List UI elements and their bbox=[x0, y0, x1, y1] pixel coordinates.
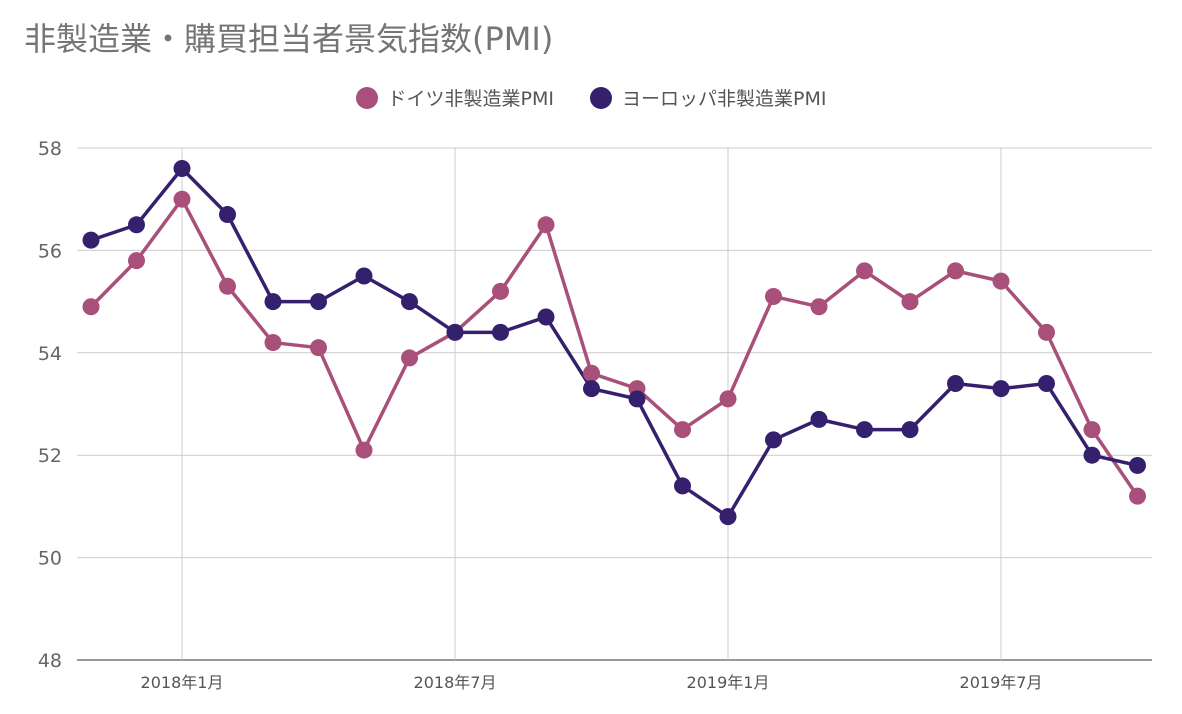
data-point-europe bbox=[856, 421, 873, 439]
y-tick-label: 50 bbox=[38, 548, 62, 570]
data-point-europe bbox=[537, 308, 555, 326]
data-point-germany bbox=[128, 252, 145, 270]
data-point-germany bbox=[947, 262, 964, 280]
y-tick-label: 52 bbox=[38, 445, 62, 467]
legend-item-germany: ドイツ非製造業PMI bbox=[355, 84, 554, 111]
data-point-germany bbox=[765, 287, 782, 305]
legend: ドイツ非製造業PMI ヨーロッパ非製造業PMI bbox=[0, 84, 1182, 111]
data-point-germany bbox=[1129, 487, 1146, 505]
data-point-germany bbox=[856, 262, 873, 280]
data-point-europe bbox=[583, 380, 600, 398]
data-point-europe bbox=[901, 421, 919, 439]
data-point-europe bbox=[82, 231, 100, 249]
data-point-europe bbox=[674, 477, 691, 495]
x-tick-label: 2018年7月 bbox=[414, 673, 497, 692]
data-point-germany bbox=[901, 293, 919, 311]
data-point-germany bbox=[719, 390, 737, 408]
legend-label-germany: ドイツ非製造業PMI bbox=[387, 88, 554, 110]
y-tick-label: 58 bbox=[38, 138, 62, 160]
data-point-europe bbox=[1129, 456, 1146, 474]
legend-item-europe: ヨーロッパ非製造業PMI bbox=[590, 84, 826, 111]
data-point-germany bbox=[355, 441, 373, 459]
data-point-europe bbox=[492, 323, 509, 341]
data-point-germany bbox=[810, 298, 828, 316]
data-point-germany bbox=[310, 339, 327, 357]
x-tick-label: 2019年1月 bbox=[687, 673, 770, 692]
y-tick-label: 56 bbox=[38, 240, 62, 262]
legend-marker-germany bbox=[355, 86, 378, 109]
data-point-europe bbox=[1083, 446, 1101, 464]
data-point-germany bbox=[219, 277, 236, 295]
y-tick-label: 54 bbox=[38, 343, 62, 365]
data-point-germany bbox=[264, 334, 282, 352]
data-point-europe bbox=[355, 267, 373, 285]
data-point-germany bbox=[537, 216, 555, 234]
data-point-europe bbox=[1038, 375, 1055, 393]
data-point-germany bbox=[583, 364, 600, 382]
data-point-europe bbox=[947, 375, 964, 393]
data-point-europe bbox=[173, 159, 191, 177]
data-point-germany bbox=[492, 282, 509, 300]
data-point-europe bbox=[719, 508, 737, 526]
data-point-europe bbox=[628, 390, 646, 408]
data-point-germany bbox=[1038, 323, 1055, 341]
data-point-europe bbox=[264, 293, 282, 311]
data-point-europe bbox=[401, 293, 418, 311]
data-point-germany bbox=[674, 421, 691, 439]
data-point-germany bbox=[173, 190, 191, 208]
legend-marker-europe bbox=[590, 86, 612, 109]
x-tick-label: 2019年7月 bbox=[960, 673, 1043, 692]
x-tick-label: 2018年1月 bbox=[141, 673, 224, 692]
y-tick-label: 48 bbox=[38, 650, 62, 672]
data-point-germany bbox=[82, 298, 100, 316]
legend-label-europe: ヨーロッパ非製造業PMI bbox=[622, 88, 827, 110]
chart-title: 非製造業・購買担当者景気指数(PMI) bbox=[24, 20, 554, 58]
series-line-europe bbox=[90, 166, 1138, 519]
data-point-europe bbox=[765, 431, 782, 449]
data-point-germany bbox=[992, 272, 1010, 290]
series-line-germany bbox=[89, 197, 1139, 498]
data-point-europe bbox=[810, 410, 828, 428]
data-point-europe bbox=[310, 293, 327, 311]
data-point-germany bbox=[401, 349, 418, 367]
data-point-europe bbox=[992, 380, 1010, 398]
data-point-germany bbox=[1083, 421, 1101, 439]
data-point-europe bbox=[128, 216, 145, 234]
data-point-europe bbox=[219, 206, 236, 224]
data-point-europe bbox=[446, 323, 464, 341]
